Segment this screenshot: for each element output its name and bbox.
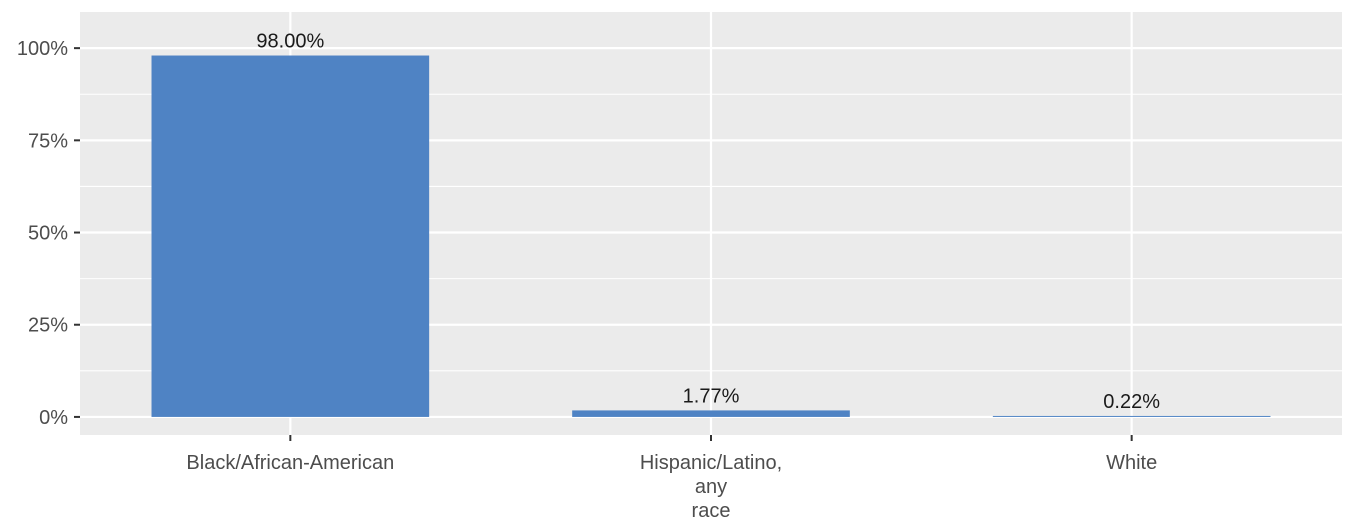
y-tick-label: 0% [39, 407, 68, 429]
y-tick-label: 100% [17, 38, 68, 60]
y-tick-label: 25% [28, 315, 68, 337]
bar-value-label: 0.22% [1103, 391, 1160, 413]
x-category-label-line: race [692, 500, 731, 522]
bars [151, 55, 1271, 417]
y-axis: 0% 25% 50% 75% 100% [17, 38, 80, 429]
x-category-label-line: any [695, 476, 727, 498]
x-axis: Black/African-American Hispanic/Latino, an… [186, 435, 1157, 522]
x-category-label-line: Black/African-American [186, 452, 394, 474]
x-category-label-line: Hispanic/Latino, [640, 452, 782, 474]
x-category-label-line: White [1106, 452, 1157, 474]
y-tick-label: 75% [28, 130, 68, 152]
bar [151, 55, 430, 417]
bar [992, 415, 1271, 417]
x-category-label: Black/African-American [186, 452, 394, 474]
bar-value-label: 1.77% [683, 385, 740, 407]
bar-value-label: 98.00% [256, 31, 324, 53]
bar [572, 410, 850, 417]
y-tick-label: 50% [28, 223, 68, 245]
x-category-label: Hispanic/Latino, any race [640, 452, 782, 522]
data-labels: 98.00% 1.77% 0.22% [256, 31, 1160, 414]
x-category-label: White [1106, 452, 1157, 474]
